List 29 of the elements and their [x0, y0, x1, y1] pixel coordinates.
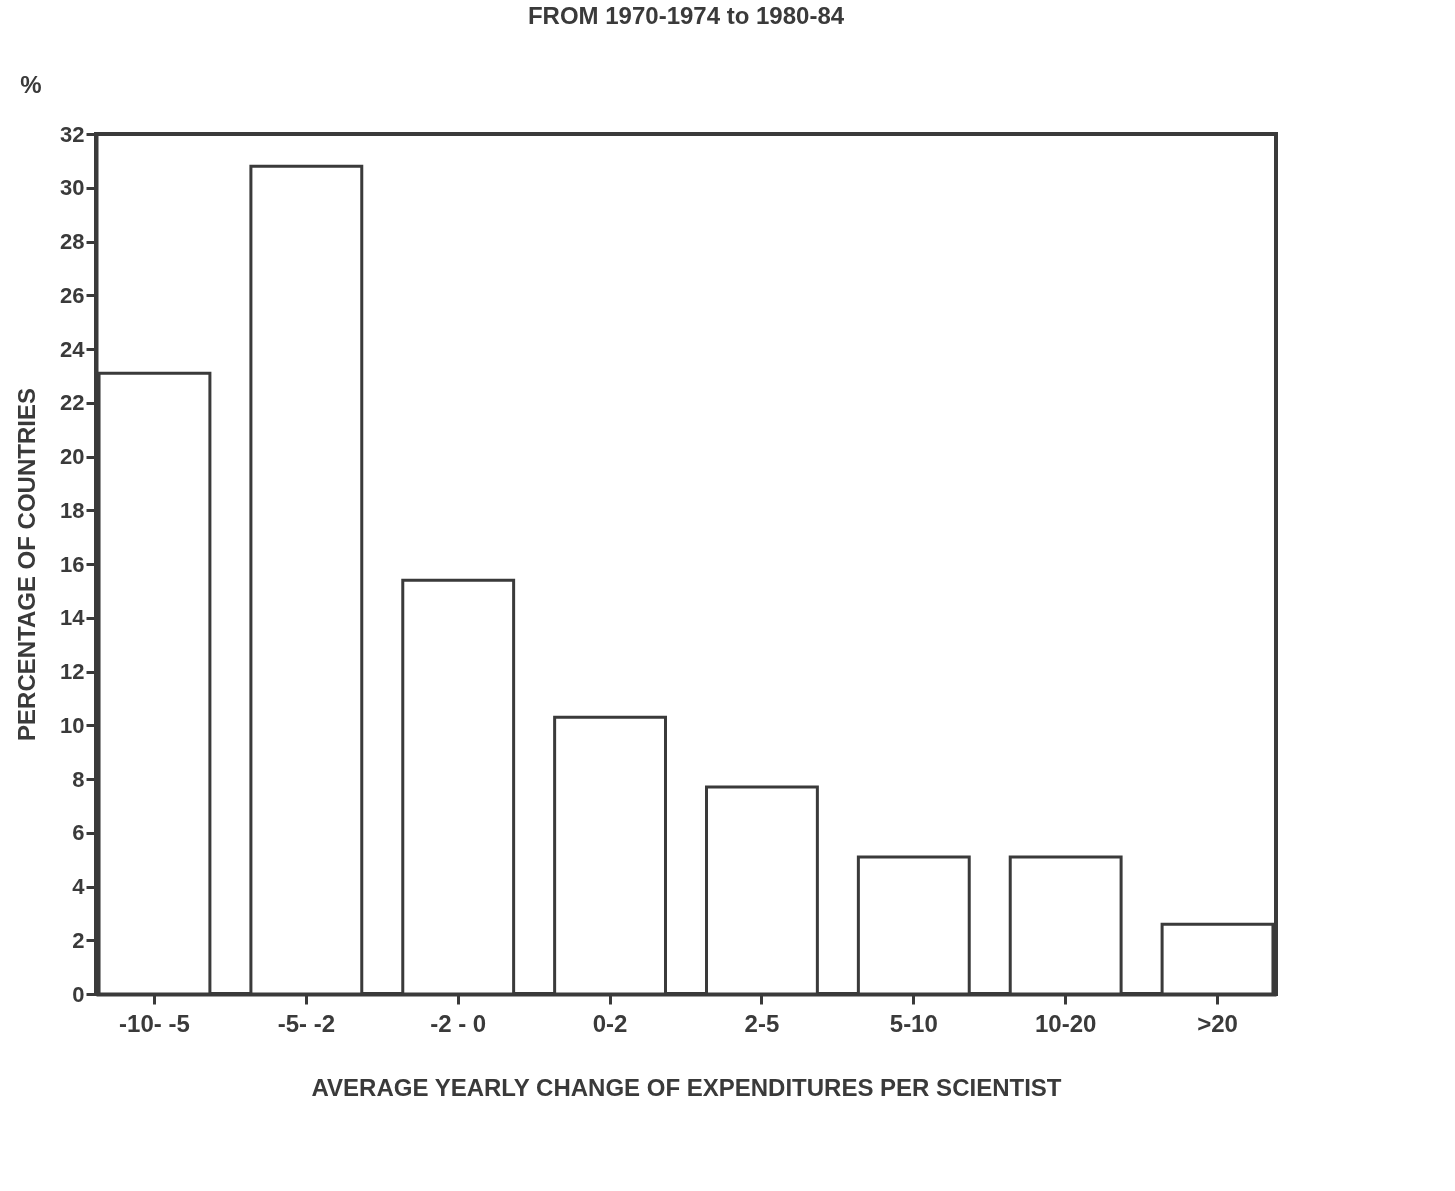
y-tick-label: 26 — [60, 282, 85, 308]
x-tick-label: 0-2 — [592, 1009, 628, 1037]
y-tick-label: 6 — [72, 820, 85, 846]
y-tick-label: 4 — [72, 874, 86, 899]
x-axis-title: AVERAGE YEARLY CHANGE OF EXPENDITURES PER SCIENTIST — [311, 1073, 1062, 1101]
y-tick-label: 16 — [60, 551, 85, 577]
y-tick-label: 10 — [60, 712, 85, 738]
x-tick-label: -10- -5 — [119, 1009, 190, 1037]
x-tick-label: 5-10 — [889, 1009, 938, 1037]
text: % — [20, 71, 42, 98]
y-tick-label: 28 — [60, 229, 85, 254]
y-tick-label: 20 — [60, 444, 85, 469]
y-tick-label: 24 — [60, 336, 86, 362]
y-tick-label: 8 — [72, 766, 85, 792]
y-tick-label: 18 — [60, 497, 85, 523]
chart-title: FROM 1970-1974 to 1980-84 — [527, 2, 845, 29]
x-tick-label: >20 — [1197, 1009, 1238, 1037]
y-tick-label: 12 — [60, 659, 85, 684]
x-tick-label: 2-5 — [744, 1009, 780, 1037]
x-tick-label: 10-20 — [1034, 1009, 1097, 1037]
x-tick-label: -2 - 0 — [430, 1009, 487, 1037]
y-tick-label: 22 — [60, 390, 85, 416]
x-tick-label: -5- -2 — [277, 1009, 336, 1037]
y-tick-label: 14 — [60, 605, 86, 631]
y-tick-label: 0 — [72, 981, 85, 1007]
y-axis-title: PERCENTAGE OF COUNTRIES — [13, 388, 41, 741]
y-tick-label: 2 — [72, 927, 85, 953]
y-tick-label: 30 — [60, 175, 85, 201]
y-tick-label: 32 — [60, 121, 85, 147]
